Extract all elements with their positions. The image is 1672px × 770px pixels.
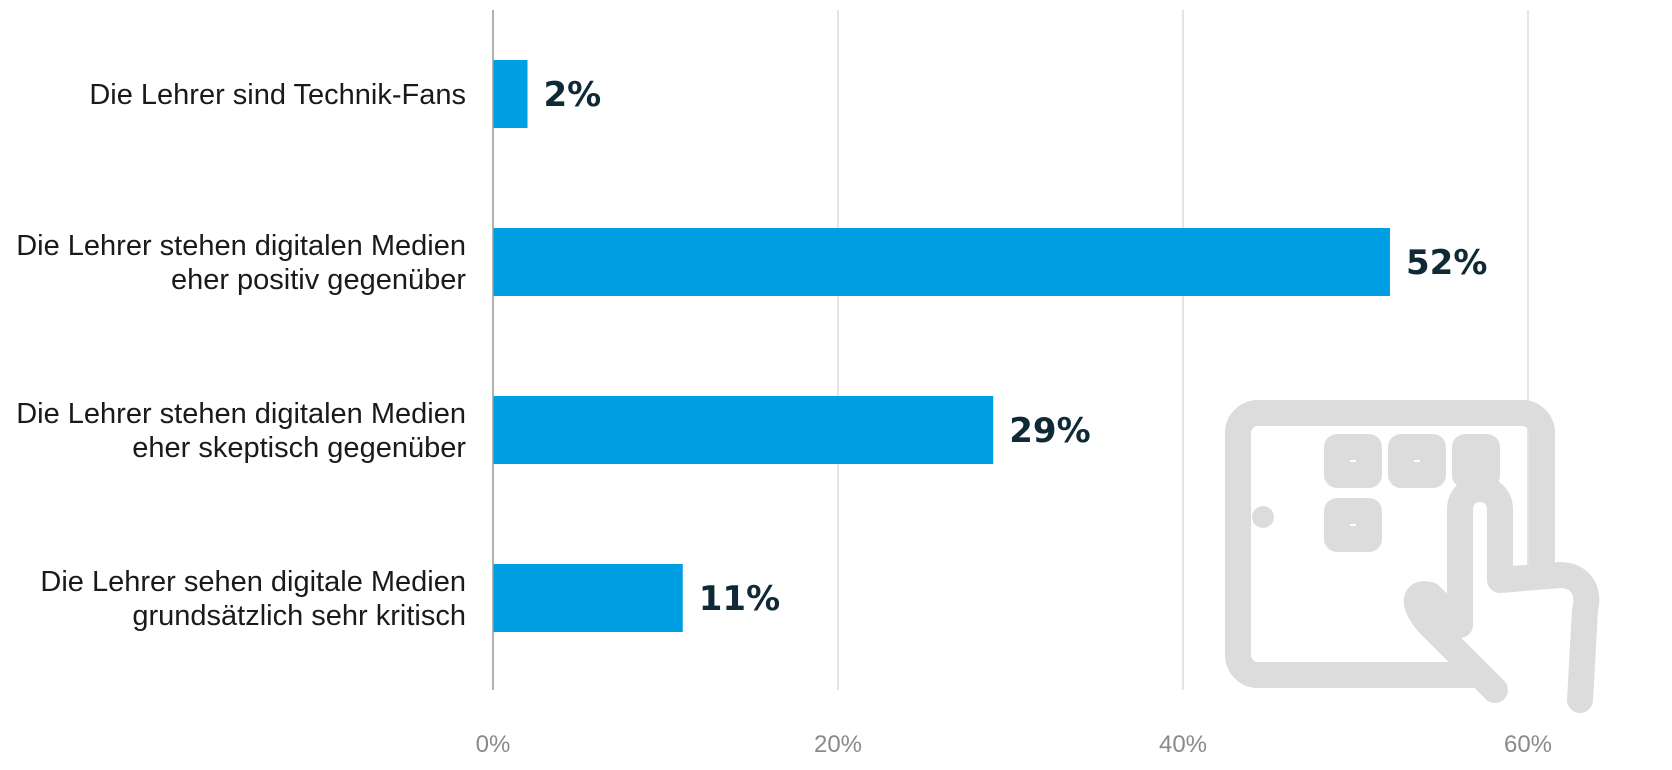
x-tick-label: 20% xyxy=(814,731,862,758)
bar xyxy=(493,396,994,464)
value-labels: 2% 52% 29% 11% xyxy=(544,75,1488,619)
bar xyxy=(493,564,683,632)
tablet-touch-icon xyxy=(1225,400,1600,713)
value-label: 52% xyxy=(1406,243,1487,283)
x-tick-label: 40% xyxy=(1159,731,1207,758)
x-tick-label: 60% xyxy=(1504,731,1552,758)
bars xyxy=(493,60,1390,632)
value-label: 2% xyxy=(544,75,602,115)
category-labels: Die Lehrer sind Technik-Fans Die Lehrer s… xyxy=(16,79,466,632)
category-label: Die Lehrer stehen digitalen Medien eher p… xyxy=(16,230,466,296)
bar xyxy=(493,228,1390,296)
value-label: 29% xyxy=(1009,411,1090,451)
value-label: 11% xyxy=(699,579,780,619)
bar xyxy=(493,60,528,128)
category-label: Die Lehrer sind Technik-Fans xyxy=(89,79,466,111)
x-axis-ticks: 0% 20% 40% 60% xyxy=(476,731,1552,758)
category-label: Die Lehrer sehen digitale Medien grundsät… xyxy=(40,566,466,632)
x-tick-label: 0% xyxy=(476,731,511,758)
category-label: Die Lehrer stehen digitalen Medien eher s… xyxy=(16,398,466,464)
